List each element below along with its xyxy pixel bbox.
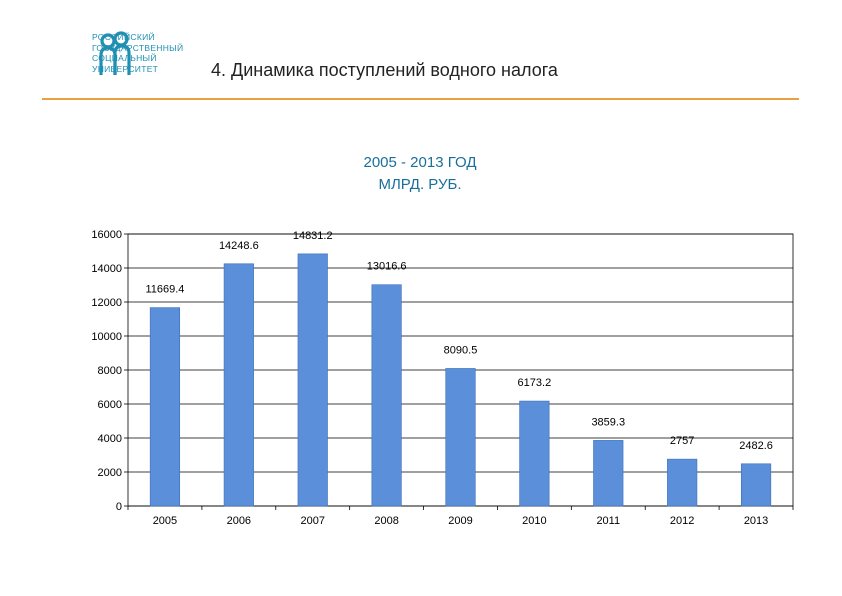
x-tick-label: 2008 <box>374 515 398 527</box>
bar <box>371 284 402 507</box>
bar <box>667 458 698 507</box>
y-tick-label: 8000 <box>98 365 122 377</box>
y-tick-label: 4000 <box>98 433 122 445</box>
logo-line: УНИВЕРСИТЕТ <box>92 63 159 74</box>
y-tick-label: 16000 <box>91 229 122 241</box>
university-logo <box>99 31 131 75</box>
data-label: 14831.2 <box>293 230 333 242</box>
x-tick-label: 2011 <box>596 515 620 527</box>
data-label: 2482.6 <box>739 440 773 452</box>
y-tick-label: 0 <box>116 501 122 513</box>
x-tick-label: 2010 <box>522 515 546 527</box>
bar <box>149 307 181 507</box>
bar <box>740 463 772 507</box>
bar <box>445 368 476 507</box>
y-tick-label: 2000 <box>98 467 122 479</box>
y-tick-label: 12000 <box>91 297 122 309</box>
x-tick-label: 2005 <box>153 515 177 527</box>
x-tick-label: 2013 <box>744 515 768 527</box>
data-label: 2757 <box>670 435 694 447</box>
chart-subtitle: МЛРД. РУБ. <box>378 176 462 193</box>
bar <box>593 440 624 507</box>
data-label: 11669.4 <box>145 284 184 296</box>
title-divider <box>42 98 799 100</box>
y-tick-label: 6000 <box>98 399 122 411</box>
logo-line: РОССИЙСКИЙ <box>92 32 155 42</box>
data-label: 8090.5 <box>444 344 478 356</box>
page-title: 4. Динамика поступлений водного налога <box>211 60 558 80</box>
data-label: 6173.2 <box>518 377 552 389</box>
logo-line: ГОСУДАРСТВЕННЫЙ <box>92 42 184 53</box>
y-tick-label: 14000 <box>91 263 122 275</box>
bar <box>297 253 328 507</box>
chart-title: 2005 - 2013 ГОД <box>363 154 477 171</box>
x-tick-label: 2009 <box>448 515 472 527</box>
x-tick-label: 2012 <box>670 515 694 527</box>
data-label: 13016.6 <box>367 261 407 273</box>
logo-text: РОССИЙСКИЙ ГОСУДАРСТВЕННЫЙ СОЦИАЛЬНЫЙ УН… <box>92 32 183 74</box>
y-tick-label: 10000 <box>91 331 122 343</box>
data-label: 14248.6 <box>219 240 259 252</box>
logo-line: СОЦИАЛЬНЫЙ <box>92 53 157 63</box>
x-tick-label: 2006 <box>227 515 251 527</box>
bar <box>519 400 550 507</box>
bar <box>223 263 254 507</box>
data-label: 3859.3 <box>591 416 625 428</box>
x-tick-label: 2007 <box>300 515 324 527</box>
